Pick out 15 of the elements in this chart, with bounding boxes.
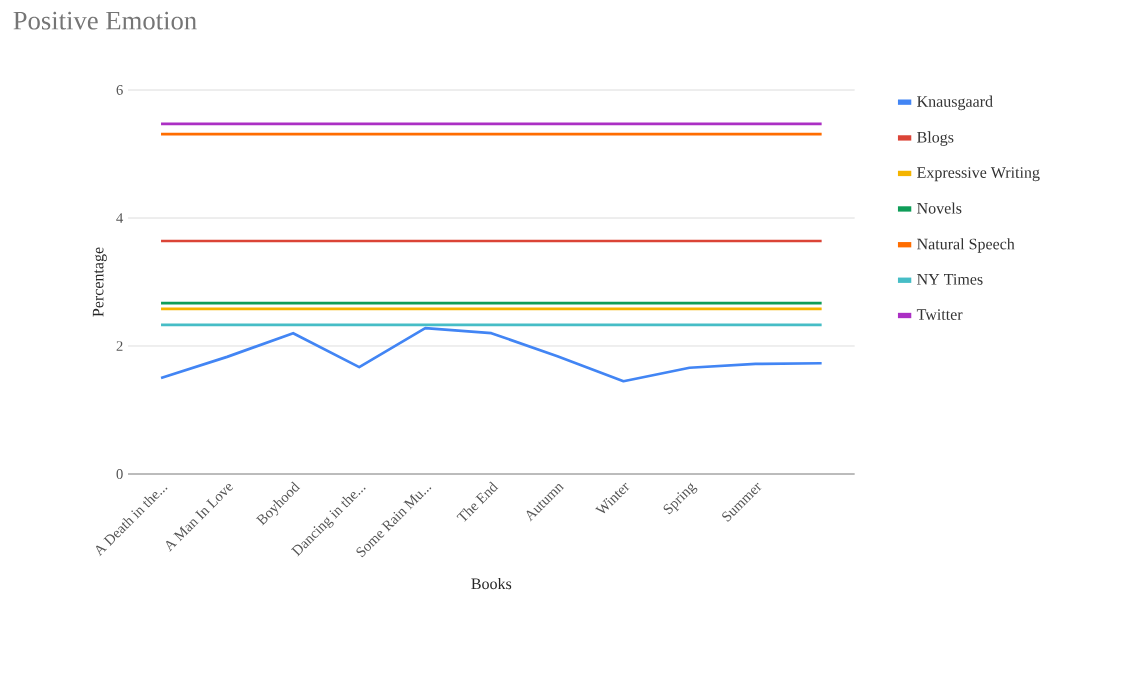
x-axis-title: Books (471, 577, 512, 590)
y-tick-label: 4 (116, 213, 124, 223)
legend-label: Natural Speech (917, 238, 1015, 253)
legend-label: NY Times (917, 273, 983, 285)
y-tick-label: 6 (116, 85, 123, 95)
legend-label: Expressive Writing (917, 167, 1040, 182)
y-tick-label: 2 (116, 341, 123, 351)
y-tick-label: 0 (116, 469, 123, 479)
line-series (159, 326, 823, 383)
legend-label: Blogs (917, 131, 954, 146)
legend-label: Knausgaard (917, 95, 993, 111)
legend-label: Novels (917, 202, 962, 214)
legend-label: Twitter (916, 309, 963, 320)
y-axis-title: Percentage (92, 247, 107, 317)
chart-title: Positive Emotion (13, 11, 197, 30)
